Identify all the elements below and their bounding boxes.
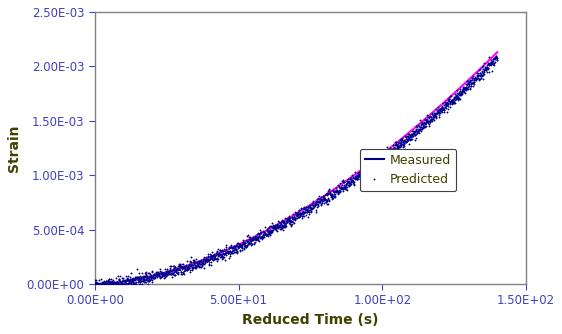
X-axis label: Reduced Time (s): Reduced Time (s): [242, 313, 379, 327]
Y-axis label: Strain: Strain: [7, 124, 21, 172]
Predicted: [482, 66, 489, 70]
Measured: [482, 62, 489, 66]
Measured: [112, 281, 119, 285]
Predicted: [482, 68, 489, 72]
Measured: [409, 128, 415, 132]
Measured: [287, 215, 294, 219]
Line: Predicted: Predicted: [93, 54, 498, 286]
Predicted: [494, 58, 501, 62]
Measured: [92, 282, 98, 286]
Line: Measured: Measured: [95, 52, 497, 284]
Predicted: [92, 281, 98, 285]
Predicted: [493, 53, 500, 57]
Legend: Measured, Predicted: Measured, Predicted: [360, 149, 456, 191]
Measured: [482, 62, 489, 66]
Measured: [277, 221, 283, 225]
Predicted: [112, 282, 119, 286]
Measured: [494, 50, 501, 54]
Predicted: [287, 220, 294, 224]
Predicted: [92, 282, 98, 286]
Predicted: [277, 221, 283, 225]
Predicted: [409, 133, 415, 137]
